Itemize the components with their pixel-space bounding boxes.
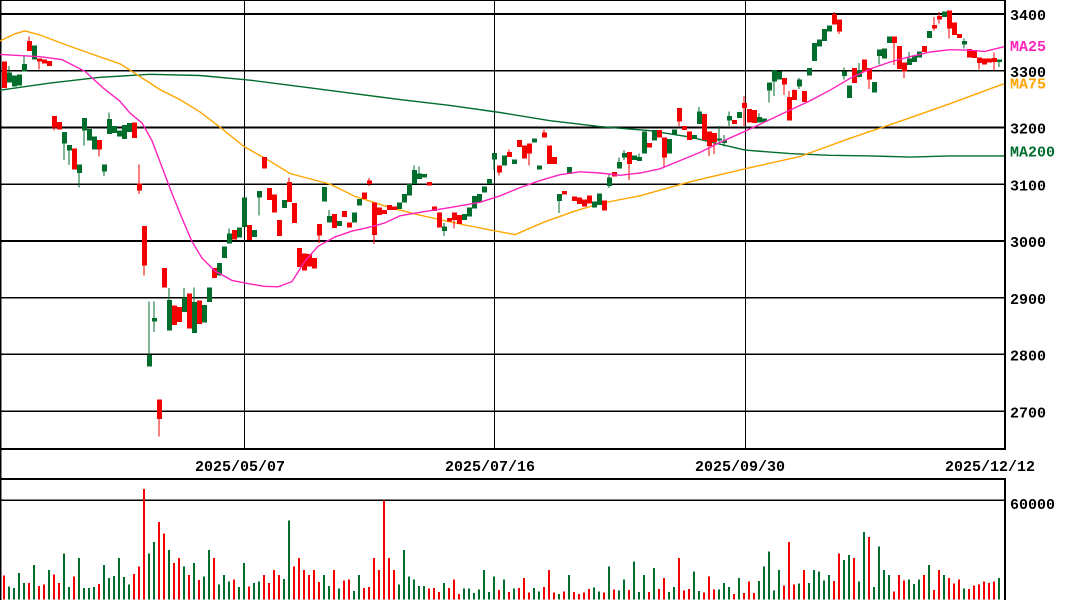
svg-text:2800: 2800 bbox=[1010, 349, 1046, 366]
svg-text:MA25: MA25 bbox=[1010, 39, 1046, 56]
svg-text:2700: 2700 bbox=[1010, 405, 1046, 422]
svg-text:3400: 3400 bbox=[1010, 8, 1046, 25]
svg-text:3300: 3300 bbox=[1010, 65, 1046, 82]
svg-text:MA75: MA75 bbox=[1010, 76, 1046, 93]
svg-text:MA200: MA200 bbox=[1010, 145, 1055, 162]
svg-text:3200: 3200 bbox=[1010, 122, 1046, 139]
svg-text:3100: 3100 bbox=[1010, 178, 1046, 195]
svg-text:3000: 3000 bbox=[1010, 235, 1046, 252]
svg-text:2025/12/12: 2025/12/12 bbox=[945, 459, 1035, 476]
svg-text:60000: 60000 bbox=[1010, 497, 1055, 514]
svg-text:2025/09/30: 2025/09/30 bbox=[695, 459, 785, 476]
svg-text:2025/07/16: 2025/07/16 bbox=[445, 459, 535, 476]
svg-text:2025/05/07: 2025/05/07 bbox=[195, 459, 285, 476]
svg-text:2900: 2900 bbox=[1010, 292, 1046, 309]
